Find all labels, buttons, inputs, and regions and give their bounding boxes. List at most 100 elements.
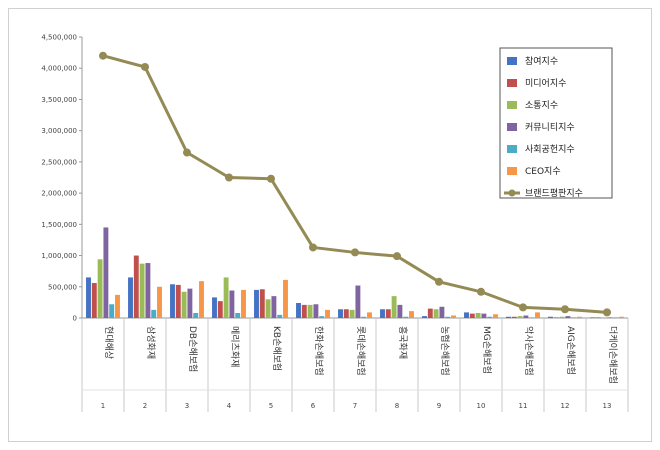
category-label: 더케이손해보험 [607, 326, 618, 384]
bar [601, 317, 607, 318]
line-point [435, 277, 443, 286]
bar [361, 316, 367, 318]
bar [548, 316, 553, 318]
bar [235, 313, 241, 318]
bar [115, 294, 120, 318]
bar [338, 309, 343, 318]
bar [619, 316, 624, 318]
bar [506, 316, 511, 318]
bar [254, 289, 259, 318]
bar [133, 255, 139, 318]
line-point [225, 173, 233, 182]
bar [313, 304, 319, 318]
bar [391, 296, 397, 318]
bar [367, 312, 372, 318]
y-tick-label: 3,000,000 [41, 127, 77, 135]
category-label: 악사손해보험 [523, 326, 535, 376]
bar [422, 316, 427, 318]
bar [103, 227, 109, 318]
bar [139, 263, 145, 318]
bar [349, 309, 355, 318]
category-label: 롯데손해보험 [355, 326, 366, 376]
bar [355, 285, 361, 318]
bar [175, 284, 181, 318]
bar [380, 309, 385, 318]
legend-label: CEO지수 [525, 166, 561, 177]
bar [199, 281, 204, 318]
y-tick-label: 2,000,000 [41, 190, 77, 198]
bar [595, 317, 601, 318]
category-label: 현대해상 [103, 326, 114, 359]
legend-label: 브랜드평판지수 [525, 188, 583, 199]
bar [265, 299, 271, 318]
bar [481, 313, 487, 318]
y-tick-label: 3,500,000 [41, 96, 77, 104]
line-point [99, 51, 107, 60]
bar [523, 315, 529, 318]
y-tick-label: 2,500,000 [41, 158, 77, 166]
rank-label: 1 [101, 402, 105, 410]
line-point [183, 148, 191, 157]
y-tick-label: 1,500,000 [41, 221, 77, 229]
bar [409, 311, 414, 318]
bar [535, 312, 540, 318]
y-tick-label: 500,000 [48, 283, 77, 291]
legend-label: 참여지수 [525, 55, 558, 67]
bar [86, 277, 91, 318]
y-axis: 0 500,000 1,000,000 1,500,000 2,000,000 2,500… [41, 34, 83, 323]
bar [259, 289, 265, 318]
legend-label: 미디어지수 [525, 78, 566, 89]
bar [212, 297, 217, 318]
y-tick-label: 4,000,000 [41, 65, 77, 73]
bar [469, 313, 475, 318]
bar [229, 290, 235, 318]
legend-label: 사회공헌지수 [525, 144, 575, 155]
bar [157, 286, 162, 318]
bar [170, 284, 175, 318]
legend-line-marker [508, 189, 516, 197]
bar [445, 316, 451, 318]
bar [271, 296, 277, 318]
rank-label: 13 [603, 402, 612, 410]
category-label: MG손해보험 [481, 326, 492, 374]
y-tick-label: 4,500,000 [41, 34, 77, 42]
bar [475, 313, 481, 318]
legend-swatch [507, 167, 517, 175]
rank-label: 12 [561, 402, 570, 410]
bar [128, 277, 133, 318]
line-point [603, 308, 611, 317]
bar [553, 317, 559, 318]
rank-label: 5 [269, 402, 273, 410]
bar [493, 314, 498, 318]
rank-label: 4 [227, 402, 232, 410]
bar [427, 308, 433, 318]
bar [403, 316, 409, 318]
bar [565, 316, 571, 318]
bar [91, 283, 97, 318]
bar [385, 309, 391, 318]
bar [277, 314, 283, 318]
line-point [141, 62, 149, 71]
bar [145, 263, 151, 318]
category-label: AIG손해보험 [565, 326, 576, 375]
line-point [561, 305, 569, 314]
bar [241, 289, 246, 318]
rank-label: 8 [395, 402, 399, 410]
bar [193, 313, 199, 318]
bar [307, 304, 313, 318]
rank-label: 3 [185, 402, 189, 410]
category-label: KB손해보험 [271, 326, 282, 371]
bar [301, 304, 307, 318]
rank-label: 2 [143, 402, 147, 410]
bar [517, 316, 523, 318]
y-tick-label: 1,000,000 [41, 252, 77, 260]
line-point [309, 243, 317, 252]
bar [487, 316, 493, 318]
x-axis: 현대해상 1 삼성화재 2 DB손해보험 3 메리츠화재 4 KB손해보험 5 한화손해보험 6 롯데손… [81, 317, 629, 412]
category-label: 메리츠화재 [229, 326, 240, 367]
bar [577, 316, 582, 318]
bar [559, 316, 565, 318]
bar [97, 259, 103, 318]
